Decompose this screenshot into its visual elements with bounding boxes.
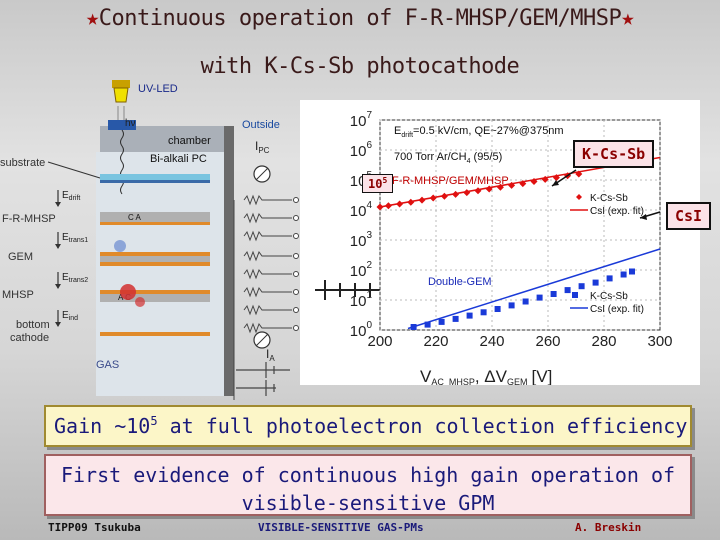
y-tick-label-6: 106	[350, 140, 373, 160]
slide-title-line1: ★Continuous operation of F-R-MHSP/GEM/MH…	[0, 6, 720, 31]
photocathode-plate	[100, 174, 210, 180]
series-2-point-16	[629, 268, 635, 275]
ipc-label: IPC	[255, 139, 270, 155]
series-2-point-11	[564, 287, 571, 294]
x-axis-label: VAC_MHSP, ΔVGEM [V]	[420, 367, 552, 385]
evidence-box: First evidence of continuous high gain o…	[44, 454, 692, 516]
legend-upper: K-Cs-Sb CsI (exp. fit)	[570, 193, 644, 217]
e-trans2-label: Etrans2	[62, 272, 88, 284]
resistor-chain	[243, 194, 299, 334]
chamber-label: chamber	[168, 135, 211, 147]
series-2-point-7	[508, 302, 515, 309]
y-tick-label-4: 104	[350, 200, 373, 220]
legend-lower: K-Cs-Sb CsI (exp. fit)	[570, 291, 644, 315]
series-0-point-7	[452, 190, 460, 198]
x-tick-label-4: 280	[591, 333, 616, 350]
series-2-point-6	[494, 306, 501, 312]
legend-upper-kcssb: K-Cs-Sb	[590, 193, 628, 204]
kcssb-badge: K-Cs-Sb	[573, 140, 655, 168]
substrate-label: substrate	[0, 157, 45, 169]
detector-diagram: UV-LED hν Outside chamber Bi-alkali PC s…	[0, 80, 299, 400]
mhsp-label: MHSP	[2, 289, 34, 301]
gem-label: GEM	[8, 251, 33, 263]
uv-led-label: UV-LED	[138, 83, 178, 95]
series-3-fit-line	[407, 248, 661, 330]
title-text: Continuous operation of F-R-MHSP/GEM/MHS…	[98, 6, 622, 31]
led-leads	[117, 106, 125, 120]
x-tick-label-2: 240	[479, 333, 504, 350]
gain-summary-box: Gain ~105 at full photoelectron collecti…	[44, 405, 692, 447]
star-icon-right: ★	[621, 6, 635, 31]
series-2-point-12	[578, 283, 585, 290]
grid	[379, 119, 661, 331]
photon-wave	[120, 129, 124, 195]
capacitor-icon	[236, 362, 290, 378]
y-tick-label-7: 107	[350, 110, 373, 130]
x-tick-label-0: 200	[367, 333, 392, 350]
x-tick-label-5: 300	[647, 333, 672, 350]
series-2-point-10	[550, 291, 557, 297]
bottom-cathode-plate	[100, 332, 210, 336]
chamber-wall	[224, 126, 234, 396]
footer-right: A. Breskin	[575, 521, 642, 534]
e-drift-label: Edrift	[62, 190, 80, 202]
series-2-point-5	[480, 309, 487, 316]
e-ind-label: Eind	[62, 310, 78, 322]
legend-lower-marker-kcssb	[572, 292, 578, 298]
series-2-point-2	[438, 318, 445, 325]
legend-lower-csi: CsI (exp. fit)	[590, 304, 644, 315]
x-tick-label-1: 220	[423, 333, 448, 350]
x-tick-label-3: 260	[535, 333, 560, 350]
ca-label: C A	[128, 213, 142, 222]
y-tick-label-3: 103	[350, 230, 373, 250]
series-layer	[376, 156, 661, 330]
ion-icon	[114, 240, 126, 252]
series-2-point-14	[606, 275, 613, 282]
fr-mhsp-plate	[100, 222, 210, 225]
star-icon-left: ★	[85, 6, 99, 31]
mhsp-plate	[100, 290, 210, 294]
footer-left: TIPP09 Tsukuba	[48, 521, 141, 534]
legend-lower-kcssb: K-Cs-Sb	[590, 291, 628, 302]
gem-bottom-plate	[100, 262, 210, 266]
annotation-line2: 700 Torr Ar/CH4 (95/5)	[394, 151, 502, 165]
led-cap	[112, 80, 130, 88]
y-tick-label-0: 100	[350, 320, 373, 340]
series-2-point-15	[620, 271, 627, 278]
legend-upper-marker-kcssb	[576, 194, 582, 200]
outside-label: Outside	[242, 119, 280, 131]
x-ticks: 200 220 240 260 280 300	[367, 333, 672, 350]
legend-upper-csi: CsI (exp. fit)	[590, 206, 644, 217]
series-2-point-1	[424, 321, 431, 328]
e-trans1-label: Etrans1	[62, 232, 88, 244]
footer-center: VISIBLE-SENSITIVE GAS-PMs	[258, 521, 424, 534]
slide-title-line2: with K-Cs-Sb photocathode	[200, 54, 520, 79]
electron-cloud-icon	[120, 284, 136, 300]
y-tick-label-1: 101	[350, 290, 373, 310]
led-mount	[108, 120, 136, 130]
cathode-label: cathode	[10, 332, 49, 344]
gem-top-plate	[100, 252, 210, 256]
connector-icon	[315, 280, 385, 300]
series-2-point-4	[466, 312, 473, 319]
ia-label: IA	[266, 347, 275, 363]
gas-label: GAS	[96, 359, 119, 371]
series-2-point-13	[592, 279, 599, 286]
fr-mhsp-label: F-R-MHSP	[2, 213, 56, 225]
group-label-upper: F-R-MHSP/GEM/MHSP	[392, 175, 509, 187]
y-tick-label-2: 102	[350, 260, 373, 280]
bialkali-pc-label: Bi-alkali PC	[150, 153, 207, 165]
ground-icon	[236, 380, 276, 396]
series-2-point-8	[522, 298, 529, 305]
group-label-lower: Double-GEM	[428, 276, 492, 288]
chamber-body	[96, 152, 224, 396]
annotation-line1: Edrift=0.5 kV/cm, QE~27%@375nm	[394, 125, 564, 139]
csi-badge: CsI	[666, 202, 712, 230]
led-icon	[113, 87, 129, 103]
series-2-point-9	[536, 294, 543, 301]
hv-label: hν	[125, 118, 136, 129]
gain-badge: 105	[362, 174, 394, 193]
series-2-point-3	[452, 315, 459, 322]
bottom-label: bottom	[16, 319, 50, 331]
